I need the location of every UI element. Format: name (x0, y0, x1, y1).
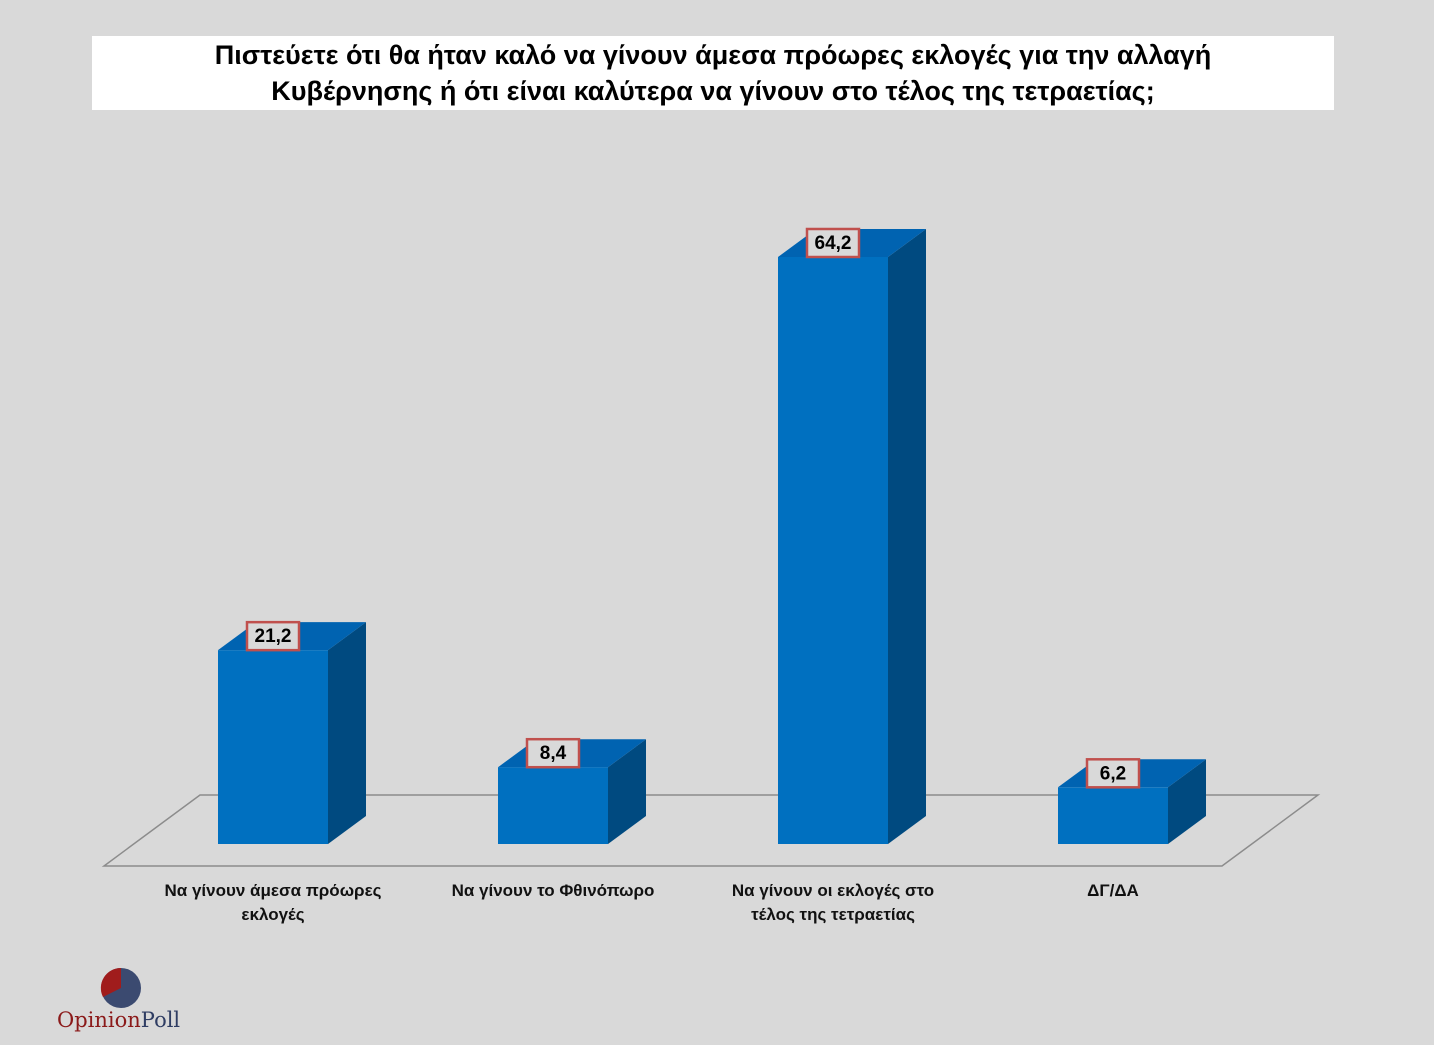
x-tick-label: Να γίνουν το Φθινόπωρο (451, 881, 655, 900)
logo: OpinionPoll (57, 1008, 180, 1032)
bar (498, 767, 608, 844)
value-label: 6,2 (1100, 763, 1126, 784)
bar-side (608, 739, 646, 844)
title-box: Πιστεύετε ότι θα ήταν καλό να γίνουν άμε… (92, 36, 1334, 110)
value-label: 64,2 (815, 233, 852, 254)
value-label: 21,2 (255, 626, 292, 647)
value-label-box (1085, 758, 1141, 789)
bar-side (888, 229, 926, 844)
logo-part: Opinion (57, 1008, 141, 1032)
value-label-box (525, 737, 581, 769)
x-tick-label: Να γίνουν οι εκλογές στο τέλος της τετρα… (731, 881, 935, 924)
value-label-box (245, 620, 301, 652)
floor (101, 794, 1321, 867)
chart-title: Πιστεύετε ότι θα ήταν καλό να γίνουν άμε… (214, 40, 1212, 106)
bar (778, 257, 888, 844)
logo-part: Poll (140, 1008, 181, 1032)
bar-side (328, 622, 366, 844)
bar (1058, 787, 1168, 844)
x-tick-label: Να γίνουν άμεσα πρόωρες εκλογές (164, 881, 382, 924)
logo-wedge (100, 967, 121, 997)
value-label-box (805, 227, 861, 259)
value-label: 8,4 (540, 743, 567, 764)
bar-side (1168, 759, 1206, 844)
bar (218, 650, 328, 844)
x-tick-label: ΔΓ/ΔΑ (1087, 881, 1139, 900)
